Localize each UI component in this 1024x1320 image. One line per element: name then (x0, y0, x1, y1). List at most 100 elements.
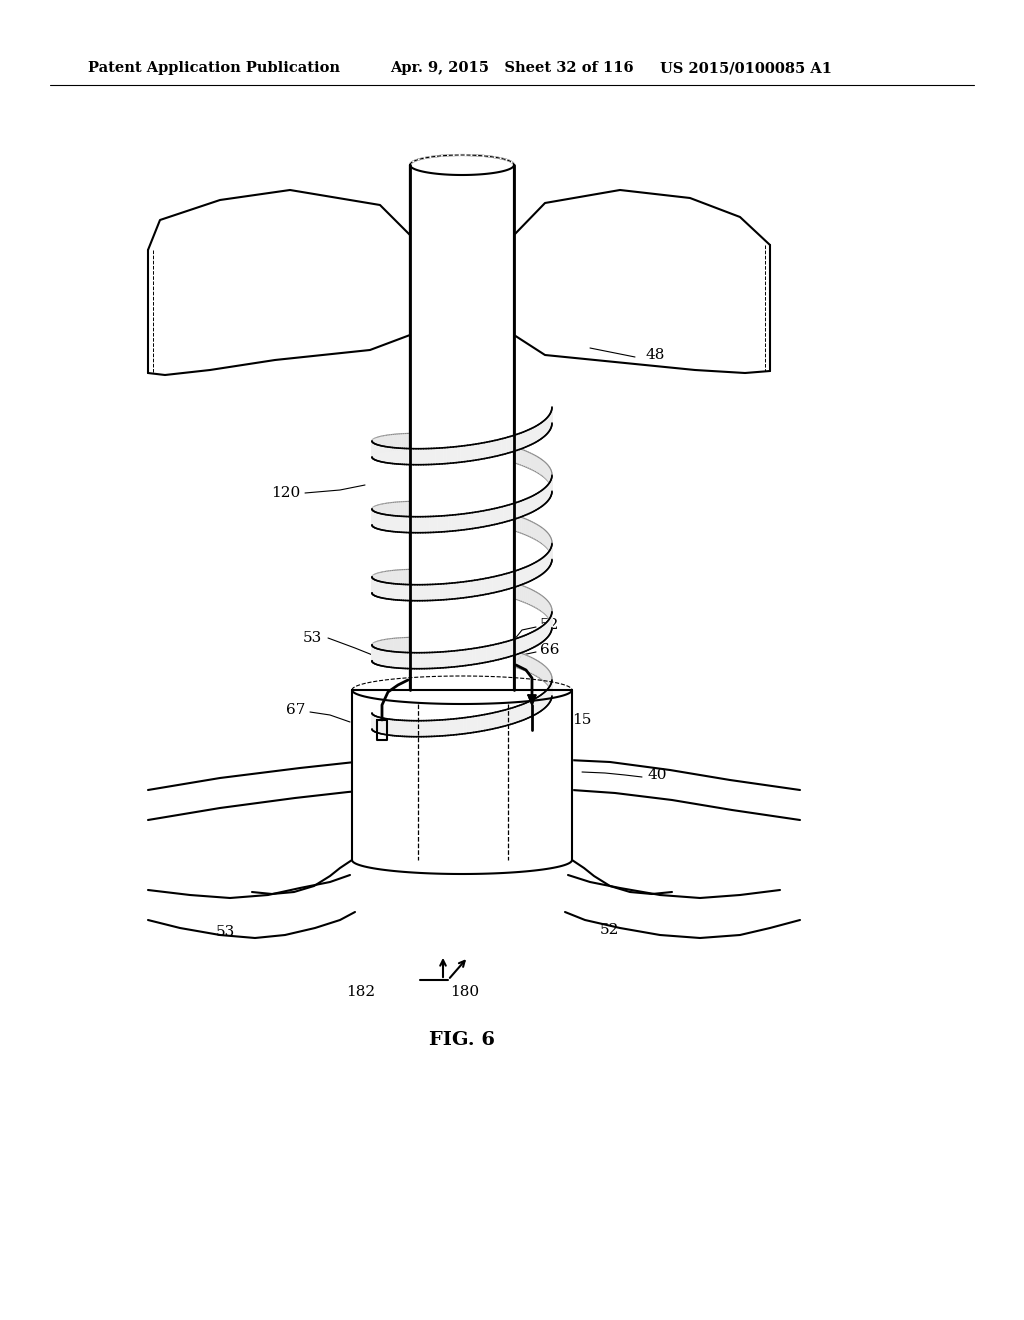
Polygon shape (414, 638, 416, 653)
Polygon shape (442, 638, 444, 655)
Polygon shape (482, 507, 485, 524)
Polygon shape (543, 597, 544, 614)
Polygon shape (506, 445, 508, 461)
Polygon shape (387, 583, 388, 599)
Polygon shape (499, 574, 502, 591)
Polygon shape (417, 721, 419, 737)
Polygon shape (541, 490, 542, 507)
Polygon shape (528, 565, 530, 582)
Polygon shape (511, 639, 513, 656)
Polygon shape (401, 570, 403, 586)
Polygon shape (540, 527, 542, 544)
Polygon shape (411, 516, 413, 533)
Polygon shape (463, 649, 466, 665)
Polygon shape (396, 447, 398, 465)
Polygon shape (430, 569, 433, 586)
Polygon shape (424, 652, 427, 669)
Polygon shape (463, 436, 465, 453)
Polygon shape (378, 717, 380, 734)
Polygon shape (499, 511, 502, 527)
Polygon shape (521, 432, 523, 449)
Polygon shape (378, 504, 379, 521)
Polygon shape (380, 437, 381, 453)
Polygon shape (450, 570, 453, 587)
Polygon shape (526, 634, 528, 651)
Polygon shape (501, 444, 504, 459)
Polygon shape (397, 516, 399, 532)
Polygon shape (468, 437, 471, 453)
Polygon shape (386, 651, 388, 667)
Polygon shape (456, 639, 459, 656)
Polygon shape (449, 651, 452, 668)
Polygon shape (536, 561, 538, 578)
Polygon shape (517, 705, 519, 722)
Polygon shape (505, 579, 507, 597)
Polygon shape (400, 449, 402, 465)
Polygon shape (435, 502, 438, 517)
Polygon shape (484, 643, 486, 660)
Polygon shape (478, 511, 481, 528)
Polygon shape (398, 447, 400, 465)
Polygon shape (381, 572, 383, 589)
Polygon shape (506, 642, 509, 657)
Polygon shape (390, 639, 392, 655)
Polygon shape (401, 652, 403, 668)
Polygon shape (473, 642, 475, 657)
Polygon shape (535, 659, 537, 676)
Polygon shape (380, 504, 381, 520)
Polygon shape (439, 516, 441, 532)
Polygon shape (536, 591, 538, 609)
Polygon shape (385, 651, 386, 667)
Polygon shape (543, 461, 544, 477)
Polygon shape (381, 718, 382, 734)
Polygon shape (396, 719, 398, 737)
Polygon shape (393, 652, 395, 668)
Text: FIG. 6: FIG. 6 (429, 1031, 495, 1049)
Polygon shape (379, 581, 380, 598)
Polygon shape (426, 638, 428, 653)
Polygon shape (490, 508, 494, 525)
Polygon shape (529, 429, 531, 445)
Polygon shape (438, 570, 441, 586)
Polygon shape (380, 573, 381, 589)
Polygon shape (396, 638, 398, 655)
Polygon shape (470, 512, 472, 529)
Polygon shape (383, 436, 385, 451)
Polygon shape (381, 649, 382, 667)
Polygon shape (500, 578, 502, 595)
Polygon shape (472, 512, 475, 528)
Polygon shape (506, 512, 509, 529)
Polygon shape (386, 639, 387, 656)
Polygon shape (380, 717, 381, 734)
Polygon shape (501, 710, 503, 727)
Polygon shape (534, 426, 535, 444)
Polygon shape (542, 664, 544, 681)
Polygon shape (465, 445, 468, 462)
Polygon shape (538, 424, 540, 441)
Polygon shape (545, 531, 546, 548)
Polygon shape (531, 700, 534, 717)
Polygon shape (513, 708, 515, 723)
Polygon shape (458, 503, 460, 520)
Polygon shape (381, 582, 382, 598)
Polygon shape (518, 569, 520, 586)
Polygon shape (534, 523, 536, 540)
Polygon shape (518, 638, 520, 653)
Polygon shape (411, 569, 413, 585)
Polygon shape (420, 502, 422, 517)
Polygon shape (496, 711, 498, 729)
Polygon shape (417, 652, 419, 669)
Polygon shape (408, 652, 410, 669)
Polygon shape (380, 581, 381, 598)
Polygon shape (522, 517, 524, 535)
Polygon shape (479, 647, 482, 664)
Polygon shape (541, 422, 542, 440)
Polygon shape (536, 455, 537, 473)
Polygon shape (434, 449, 436, 465)
Polygon shape (462, 718, 465, 734)
Polygon shape (412, 721, 414, 737)
Polygon shape (539, 491, 541, 508)
Polygon shape (512, 436, 515, 451)
Polygon shape (542, 490, 543, 507)
Polygon shape (480, 507, 482, 523)
